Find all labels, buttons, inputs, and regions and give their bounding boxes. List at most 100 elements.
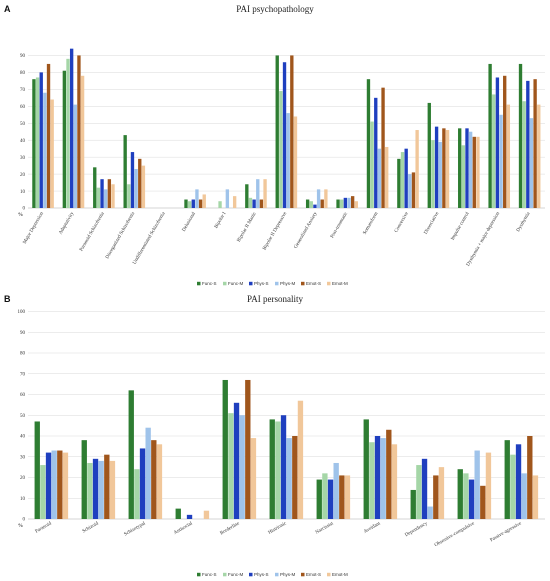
panel-b-bar-func-m-obsessive-compulsive (463, 473, 469, 519)
panel-a-category-label: Bipolar II Depressive (262, 211, 288, 251)
panel-a-bar-emot-s-conversive (411, 172, 416, 208)
panel-b-bar-func-s-antisocial (175, 508, 181, 519)
panel-a-legend-swatch-phys-s (249, 281, 253, 286)
panel-b: B PAI personality 0 10 20 30 40 50 60 70 80 90 100… (4, 294, 545, 577)
panel-b-bar-emot-s-paranoid (57, 450, 63, 519)
panel-a-legend-label-emot-s: Emot-S (306, 281, 321, 286)
panel-b-legend-swatch-emot-s (301, 572, 305, 577)
panel-b-bar-func-m-avoidant (369, 442, 375, 519)
panel-a-bar-func-s-adaptativity (62, 70, 67, 208)
panel-b-bar-phys-s-obsessive-compulsive (468, 479, 475, 519)
panel-b-bar-phys-m-dependency (427, 506, 433, 519)
panel-a-bar-phys-s-paranoid-schizofrenia (100, 179, 104, 208)
panel-b-legend-swatch-phys-s (249, 572, 253, 577)
panel-b-bar-phys-m-schizoid (98, 460, 104, 519)
panel-b-legend-swatch-emot-m (327, 572, 331, 577)
panel-b-bar-phys-m-histrionic (286, 438, 292, 519)
panel-a-bar-phys-m-delusional (195, 189, 199, 208)
panel-a-bar-phys-m-impulse-control (468, 131, 473, 208)
panel-a-bar-phys-m-bipolar-ii-manic (256, 179, 260, 208)
panel-a-bar-phys-s-generalized-anxiety (313, 204, 317, 208)
panel-b-letter: B (4, 294, 11, 304)
panel-a-y-tick-label: 0 (23, 207, 26, 212)
panel-b-bar-phys-s-antisocial (186, 514, 193, 519)
panel-a-bar-phys-s-somatoform (374, 97, 378, 208)
panel-b-category-label: Schizotypal (124, 521, 147, 537)
panel-a-bar-emot-m-disorganized-schizofrenia (141, 165, 146, 208)
panel-a-bar-phys-m-dissociative (438, 141, 442, 208)
panel-b-category-label: Passive-agressive (489, 521, 523, 543)
panel-a-bar-phys-s-disorganized-schizofrenia (130, 152, 135, 208)
panel-b-legend-swatch-func-m (223, 572, 227, 577)
panel-b-bar-emot-s-borderline (245, 379, 251, 519)
panel-a-y-ticks: 0 10 20 30 40 50 60 70 80 90% (18, 54, 26, 218)
panel-a-y-tick-label: 70 (20, 88, 26, 93)
panel-b-bar-func-s-schizotypal (128, 390, 134, 519)
panel-a-category-label: Paranoid Schizofrenia (79, 211, 106, 253)
panel-b-y-tick-label: 40 (20, 435, 26, 440)
panel-a-bar-emot-s-dysthymia (533, 79, 537, 209)
panel-b-legend-label-phys-m: Phys-M (280, 572, 296, 577)
panel-b-bar-func-s-avoidant (363, 419, 369, 519)
panel-b-bar-emot-m-passive-agressive (532, 475, 539, 519)
panel-b-bar-phys-s-dependency (421, 458, 428, 519)
panel-b-bars (34, 379, 539, 519)
panel-a-bar-emot-s-somatoform (381, 87, 385, 208)
panel-a-bar-emot-m-dysthymia-major-depression (506, 104, 511, 208)
panel-a-legend-label-phys-m: Phys-M (280, 281, 296, 286)
panel-a-bar-func-m-paranoid-schizofrenia (96, 187, 101, 208)
panel-b-bar-phys-s-passive-agressive (515, 444, 522, 519)
panel-b-bar-phys-s-borderline (233, 402, 240, 519)
panel-a-bar-func-s-disorganized-schizofrenia (123, 135, 127, 208)
panel-a-bar-phys-m-disorganized-schizofrenia (134, 169, 138, 208)
panel-b-legend-label-emot-m: Emot-M (332, 572, 348, 577)
panel-a-bar-func-m-delusional (187, 201, 192, 208)
panel-a-title: PAI psychopathology (236, 4, 314, 14)
panel-a-bar-phys-m-dysthymia-major-depression (499, 114, 503, 208)
panel-b-bar-func-s-narcissist (316, 479, 322, 519)
panel-a-category-label: Major Depression (23, 211, 46, 245)
panel-b-bar-func-s-passive-agressive (504, 440, 510, 519)
panel-a-bar-func-m-bipolar-ii-manic (248, 197, 253, 208)
panel-a-bar-emot-m-bipolar-i (232, 196, 237, 208)
panel-a-bars (32, 48, 541, 209)
panel-a-bar-emot-s-generalized-anxiety (320, 199, 324, 208)
panel-a-bar-func-m-conversive (400, 152, 405, 208)
panel-b-bar-phys-m-narcissist (333, 462, 339, 519)
panel-b-bar-func-s-paranoid (34, 421, 40, 519)
panel-b-bar-emot-s-schizotypal (151, 440, 157, 519)
panel-a-bar-phys-m-somatoform (377, 148, 382, 208)
panel-a-bar-emot-m-post-traumatic (354, 201, 358, 208)
panel-a-y-tick-label: 50 (20, 122, 26, 127)
panel-b-bar-phys-m-passive-agressive (521, 473, 527, 519)
panel-a-category-label: Delusional (182, 211, 197, 233)
panel-a-bar-phys-m-post-traumatic (347, 197, 351, 208)
panel-a-category-label: Bipolar I (214, 211, 227, 229)
panel-a-bar-func-s-bipolar-ii-manic (245, 184, 249, 208)
panel-b-category-label: Avoidant (363, 521, 382, 535)
panel-a-legend-swatch-emot-m (327, 281, 331, 286)
panel-b-title: PAI personality (247, 294, 303, 304)
panel-a-bar-phys-s-dysthymia-major-depression (495, 77, 500, 208)
panel-b-bar-emot-m-narcissist (344, 475, 351, 519)
panel-b-legend-label-emot-s: Emot-S (306, 572, 321, 577)
panel-b-bar-func-m-borderline (228, 413, 234, 519)
panel-b-category-label: Borderline (219, 521, 241, 536)
panel-b-legend-swatch-func-s (197, 572, 201, 577)
panel-a-bar-func-s-dissociative (427, 102, 431, 208)
panel-a-bar-emot-m-paranoid-schizofrenia (111, 184, 115, 208)
panel-a-bar-phys-m-dysthymia (529, 118, 534, 208)
panel-a-bar-func-s-major-depression (32, 79, 36, 209)
panel-b-legend-label-phys-s: Phys-S (254, 572, 269, 577)
panel-b-bar-phys-s-schizotypal (139, 448, 146, 519)
panel-a-y-unit-label: % (18, 213, 23, 218)
panel-a-category-label: Post-traumatic (330, 211, 349, 239)
panel-b-bar-emot-s-narcissist (339, 475, 345, 519)
panel-a-bar-func-m-bipolar-i (218, 201, 222, 208)
panel-b-bar-phys-m-paranoid (51, 450, 57, 519)
panel-a-category-label: Impulse control (451, 211, 471, 241)
panel-b-bar-func-s-obsessive-compulsive (457, 469, 463, 519)
panel-b-bar-func-s-dependency (410, 489, 416, 519)
panel-b-bar-emot-m-obsessive-compulsive (485, 452, 492, 519)
panel-b-category-label: Dependency (404, 521, 429, 538)
